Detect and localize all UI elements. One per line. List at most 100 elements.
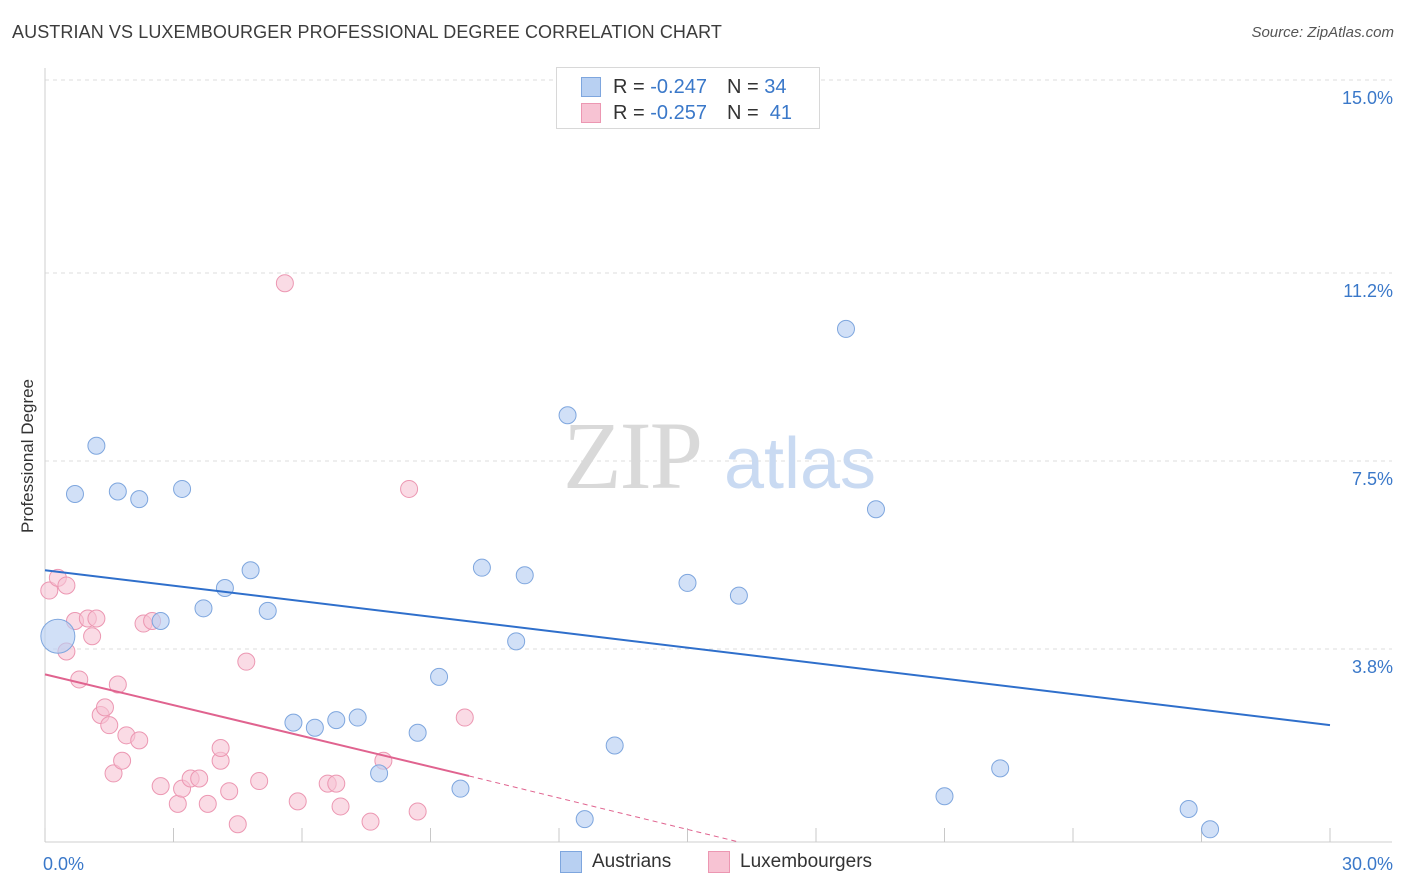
luxembourgers-trend-extension xyxy=(468,775,740,843)
austrians-point xyxy=(729,586,748,605)
austrians-point xyxy=(408,723,427,742)
austrians-point xyxy=(87,436,106,455)
luxembourgers-point xyxy=(237,652,256,671)
luxembourgers-point xyxy=(190,769,209,788)
stats-row-luxembourgers: R = -0.257 N = 41 xyxy=(581,101,792,125)
austrians-swatch xyxy=(581,77,601,97)
stats-legend: R = -0.247 N = 34 R = -0.257 N = 41 xyxy=(556,67,820,129)
luxembourgers-point xyxy=(198,794,217,813)
y-tick-label: 7.5% xyxy=(1352,469,1393,489)
watermark-zip: ZIP xyxy=(563,402,701,509)
luxembourgers-point xyxy=(275,274,294,293)
austrians-point xyxy=(348,708,367,727)
luxembourgers-point xyxy=(57,576,76,595)
luxembourgers-point xyxy=(100,716,119,735)
luxembourgers-point xyxy=(211,739,230,758)
austrians-point xyxy=(215,579,234,597)
luxembourgers-point xyxy=(104,764,123,783)
austrians-point xyxy=(866,500,885,519)
y-tick-label: 15.0% xyxy=(1342,88,1393,108)
chart-title: AUSTRIAN VS LUXEMBOURGER PROFESSIONAL DE… xyxy=(12,22,722,42)
n-label: N = xyxy=(726,101,759,124)
austrians-point xyxy=(40,618,76,654)
watermark-atlas: atlas xyxy=(724,424,876,504)
source-label: Source: ZipAtlas.com xyxy=(1251,24,1394,41)
x-tick-label: 0.0% xyxy=(43,854,84,874)
legend-item-austrians: Austrians xyxy=(560,851,671,873)
watermark: ZIP atlas xyxy=(563,402,876,509)
austrians-point xyxy=(515,566,534,585)
luxembourgers-point xyxy=(87,609,106,628)
austrians-point xyxy=(327,711,346,730)
luxembourgers-point xyxy=(327,774,346,793)
austrians-trend-line xyxy=(44,569,1331,727)
x-tick-label: 30.0% xyxy=(1342,854,1393,874)
austrians-point xyxy=(991,759,1010,778)
austrians-point xyxy=(575,810,594,829)
austrians-point xyxy=(194,599,213,618)
luxembourgers-point xyxy=(220,782,239,801)
austrians-point xyxy=(507,632,526,651)
austrians-point xyxy=(370,764,389,783)
austrians-point xyxy=(108,482,127,501)
stats-row-austrians: R = -0.247 N = 34 xyxy=(581,75,786,99)
series-legend: Austrians Luxembourgers xyxy=(0,851,1406,877)
n-label: N = xyxy=(726,75,759,98)
austrians-point xyxy=(65,485,84,504)
luxembourgers-trend-line xyxy=(44,673,470,777)
n-value: 34 xyxy=(764,75,787,98)
austrians-point xyxy=(451,779,470,798)
r-value: -0.257 xyxy=(650,101,707,124)
luxembourgers-point xyxy=(331,797,350,816)
austrians-point xyxy=(284,713,303,732)
luxembourgers-point xyxy=(83,627,102,646)
luxembourgers-swatch xyxy=(581,103,601,123)
luxembourgers-point xyxy=(455,708,474,727)
austrians-point xyxy=(678,573,697,592)
y-tick-label: 11.2% xyxy=(1343,281,1393,301)
austrians-point xyxy=(558,406,577,425)
austrians-point xyxy=(258,601,277,620)
tick-labels: 3.8% 7.5% 11.2% 15.0% 0.0% 30.0% xyxy=(43,88,1393,874)
legend-label-austrians: Austrians xyxy=(592,851,672,872)
austrians-point xyxy=(305,718,324,737)
series-luxembourgers xyxy=(40,274,474,834)
austrians-point xyxy=(1179,799,1198,818)
luxembourgers-point xyxy=(113,751,132,770)
luxembourgers-point xyxy=(108,675,127,694)
r-value: -0.247 xyxy=(650,75,707,98)
austrians-point xyxy=(836,319,855,338)
austrians-point xyxy=(430,667,449,686)
r-label: R = xyxy=(613,75,645,98)
luxembourgers-point xyxy=(130,731,149,750)
austrians-point xyxy=(935,787,954,806)
austrians-point xyxy=(151,612,170,631)
luxembourgers-point xyxy=(70,670,89,689)
legend-item-luxembourgers: Luxembourgers xyxy=(708,851,872,873)
luxembourgers-point xyxy=(288,792,307,811)
luxembourgers-point xyxy=(400,479,419,498)
luxembourgers-point xyxy=(228,815,247,834)
austrians-point xyxy=(605,736,624,755)
y-tick-label: 3.8% xyxy=(1352,657,1393,677)
luxembourgers-point xyxy=(250,772,269,791)
austrians-point xyxy=(173,479,192,498)
austrians-swatch xyxy=(560,851,582,873)
legend-label-luxembourgers: Luxembourgers xyxy=(740,851,873,872)
luxembourgers-point xyxy=(361,812,380,831)
trend-lines xyxy=(44,569,1331,843)
r-label: R = xyxy=(613,101,645,124)
austrians-point xyxy=(241,561,260,580)
austrians-point xyxy=(1201,820,1220,839)
luxembourgers-point xyxy=(40,581,59,600)
luxembourgers-swatch xyxy=(708,851,730,873)
luxembourgers-point xyxy=(151,777,170,796)
luxembourgers-point xyxy=(408,802,427,821)
luxembourgers-point xyxy=(168,794,187,813)
axes xyxy=(44,68,1392,843)
n-value: 41 xyxy=(769,101,793,124)
austrians-point xyxy=(472,558,491,577)
luxembourgers-point xyxy=(95,698,114,717)
austrians-point xyxy=(130,490,149,509)
